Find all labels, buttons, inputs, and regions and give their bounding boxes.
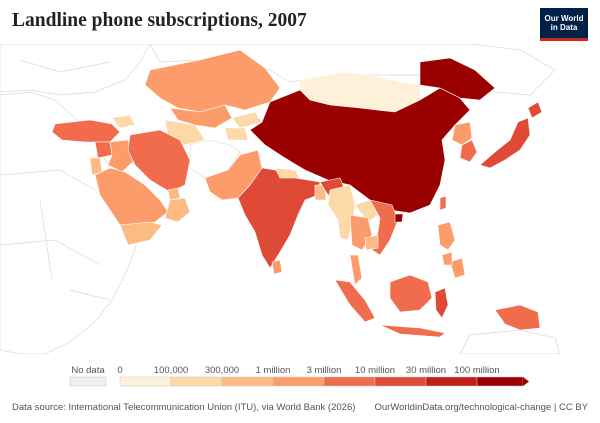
region-malaysia-peninsula[interactable] xyxy=(349,254,363,286)
owid-logo[interactable]: Our World in Data xyxy=(540,8,588,41)
region-philippines-visayas[interactable] xyxy=(441,251,453,266)
legend-bin[interactable] xyxy=(425,376,478,387)
australia-outline xyxy=(459,329,561,354)
choropleth-map xyxy=(0,44,561,354)
legend-tick-label: 1 million xyxy=(256,365,291,376)
region-uzbekistan[interactable] xyxy=(169,104,233,129)
region-sulawesi[interactable] xyxy=(434,287,449,319)
region-japan[interactable] xyxy=(479,117,531,169)
region-turkey[interactable] xyxy=(51,119,121,143)
region-sumatra[interactable] xyxy=(334,279,376,323)
region-afghanistan[interactable] xyxy=(189,139,241,179)
logo-line-2: in Data xyxy=(550,23,578,32)
region-borneo[interactable] xyxy=(389,274,433,313)
region-oman[interactable] xyxy=(164,197,191,223)
region-japan-north[interactable] xyxy=(527,101,543,119)
region-south-korea[interactable] xyxy=(459,139,478,163)
region-north-korea[interactable] xyxy=(451,121,473,146)
legend-bin[interactable] xyxy=(323,376,376,387)
legend-tick-label: 30 million xyxy=(406,365,446,376)
region-cambodia[interactable] xyxy=(364,234,379,251)
legend-tick-label: 10 million xyxy=(355,365,395,376)
country-regions xyxy=(51,49,543,338)
chart-title: Landline phone subscriptions, 2007 xyxy=(12,10,307,31)
legend-scale: 0 100,000 300,000 1 million 3 million 10 mill… xyxy=(117,365,529,387)
region-philippines-luzon[interactable] xyxy=(437,221,456,251)
region-china[interactable] xyxy=(249,87,471,214)
region-tajikistan[interactable] xyxy=(224,127,249,141)
region-yemen[interactable] xyxy=(119,221,163,246)
region-sri-lanka[interactable] xyxy=(271,259,283,275)
region-caucasus[interactable] xyxy=(111,114,136,129)
region-india[interactable] xyxy=(237,167,321,269)
legend-arrow xyxy=(523,377,529,386)
source-link[interactable]: OurWorldinData.org/technological-change … xyxy=(374,402,588,413)
region-java[interactable] xyxy=(379,324,446,338)
region-nepal[interactable] xyxy=(274,167,301,179)
region-syria[interactable] xyxy=(94,141,113,159)
legend-bin[interactable] xyxy=(170,376,223,387)
source-note: Data source: International Telecommunica… xyxy=(12,402,356,413)
legend-tick-label: 300,000 xyxy=(205,365,239,376)
legend-bin[interactable] xyxy=(221,376,274,387)
legend-tick-label: 100,000 xyxy=(154,365,188,376)
logo-line-1: Our World xyxy=(544,14,584,23)
legend-bin[interactable] xyxy=(476,376,524,387)
legend-tick-label: 100 million xyxy=(454,365,499,376)
legend-bin[interactable] xyxy=(374,376,427,387)
legend-bin[interactable] xyxy=(119,376,172,387)
region-myanmar[interactable] xyxy=(327,184,356,241)
region-new-guinea[interactable] xyxy=(494,304,541,331)
region-russia-far-east[interactable] xyxy=(419,57,496,101)
region-taiwan[interactable] xyxy=(439,195,447,211)
legend-tick-label: 3 million xyxy=(307,365,342,376)
legend: No data 0 100,000 300,000 1 million 3 millio… xyxy=(69,365,529,387)
legend-no-data: No data xyxy=(69,365,107,387)
region-saudi-arabia[interactable] xyxy=(94,167,169,227)
region-hainan[interactable] xyxy=(394,213,404,223)
region-uae[interactable] xyxy=(167,187,181,201)
legend-no-data-swatch xyxy=(69,376,107,387)
legend-tick-label: 0 xyxy=(117,365,122,376)
region-kazakhstan[interactable] xyxy=(144,49,281,113)
legend-bin[interactable] xyxy=(272,376,325,387)
region-philippines-mindanao[interactable] xyxy=(449,257,466,279)
europe-outline xyxy=(0,44,151,96)
legend-no-data-label: No data xyxy=(71,365,105,376)
